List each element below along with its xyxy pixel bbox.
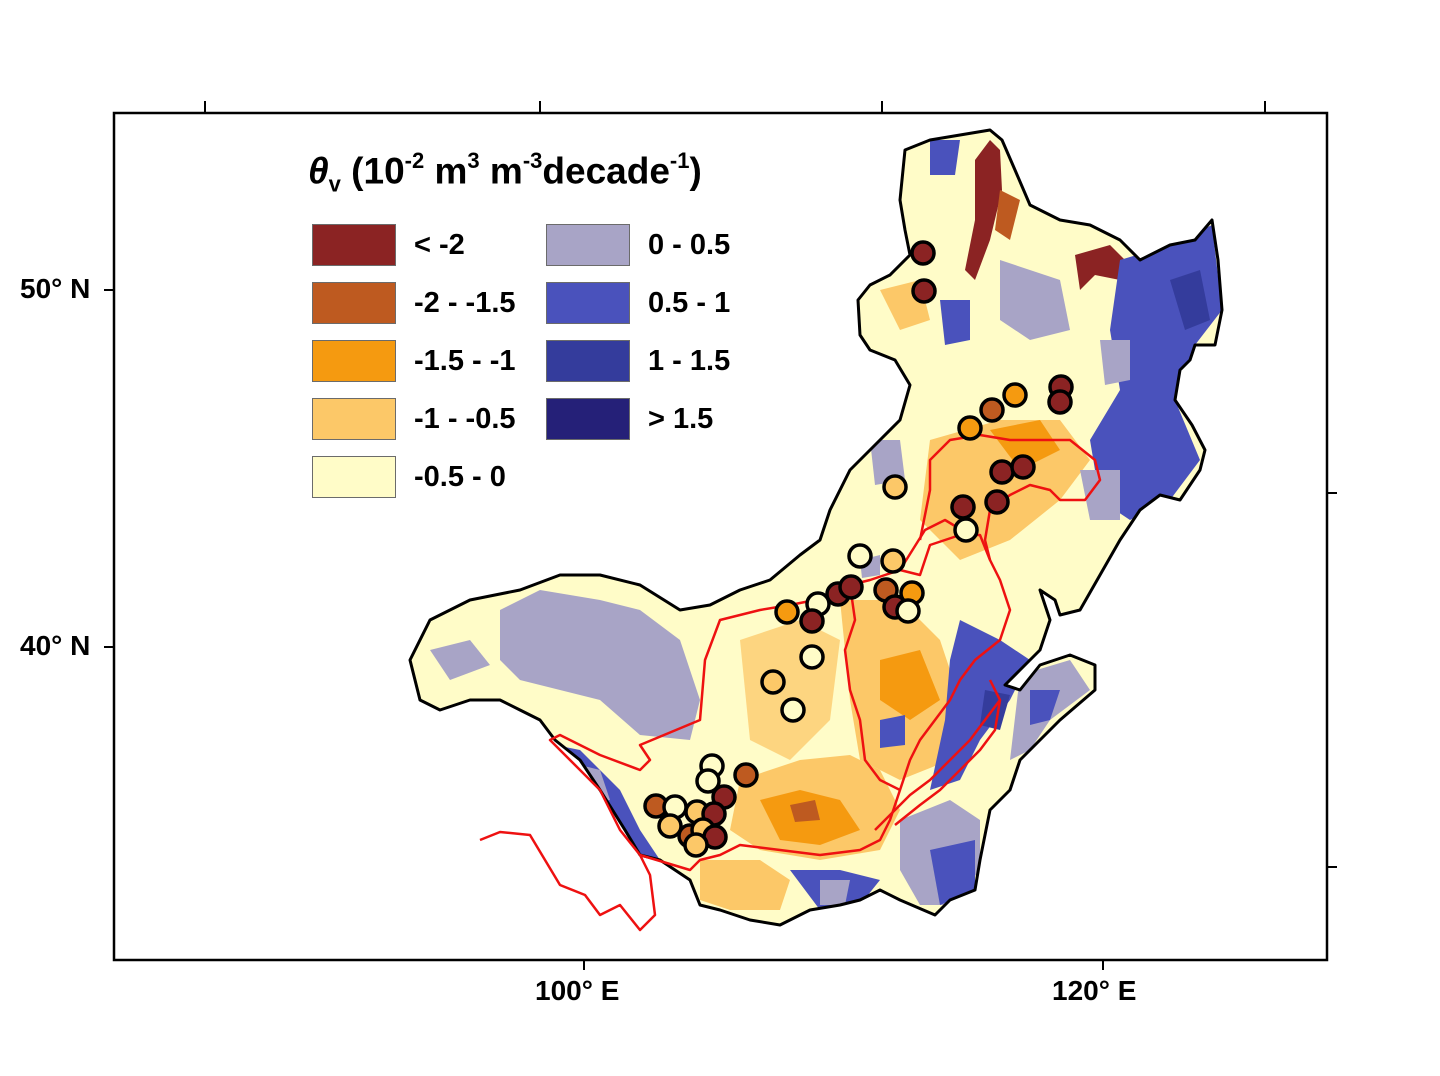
station-marker [1010,454,1036,480]
station-markers [643,240,1074,858]
legend-label: < -2 [414,228,465,261]
legend-title-part: m [424,150,468,192]
right-tick-marks [1327,492,1337,868]
top-tick-marks [204,101,1266,113]
station-marker [683,832,709,858]
legend-item: 0.5 - 1 [546,281,730,325]
legend-label: -1 - -0.5 [414,402,516,435]
bottom-tick-marks [583,960,1104,970]
station-marker [774,599,800,625]
x-axis-label-120E: 120° E [1052,975,1137,1006]
y-axis-label-40N: 40° N [20,630,91,661]
legend-swatch [312,282,396,324]
legend-title-part: m [479,150,523,192]
legend-swatch [312,398,396,440]
station-marker [780,697,806,723]
legend-swatch [546,398,630,440]
legend-label: 1 - 1.5 [648,344,731,377]
station-marker [989,459,1015,485]
legend-swatch [312,456,396,498]
legend-label: 0.5 - 1 [648,286,731,319]
legend-item: 0 - 0.5 [546,223,730,267]
y-axis-label-50N: 50° N [20,273,91,304]
legend-label: 0 - 0.5 [648,228,731,261]
legend-label: -0.5 - 0 [414,460,506,493]
legend-item: -1 - -0.5 [312,397,516,441]
legend-item: < -2 [312,223,465,267]
station-marker [760,669,786,695]
legend-title-subscript: v [328,171,341,197]
legend-title-sup: 3 [467,148,480,173]
station-marker [838,574,864,600]
legend-title-part: decade [542,150,670,192]
legend-label: > 1.5 [648,402,714,435]
station-marker [957,415,983,441]
station-marker [979,397,1005,423]
station-marker [799,608,825,634]
legend-swatch [546,282,630,324]
station-marker [733,762,759,788]
legend-title-symbol: θ [308,150,329,192]
left-tick-marks [104,289,114,648]
station-marker [799,644,825,670]
legend-item: -1.5 - -1 [312,339,516,383]
legend-label: -2 - -1.5 [414,286,516,319]
station-marker [882,474,908,500]
x-axis-label-100E: 100° E [535,975,620,1006]
legend-title-sup: -2 [404,148,425,173]
legend-title: θv (10-2 m3 m-3decade-1) [308,148,702,198]
legend-swatch [312,340,396,382]
station-marker [895,598,921,624]
study-region-boundary [408,128,1224,927]
legend-title-part: (10 [340,150,405,192]
legend-item: > 1.5 [546,397,713,441]
station-marker [1047,389,1073,415]
legend-title-sup: -3 [522,148,543,173]
legend-item: 1 - 1.5 [546,339,730,383]
legend-title-part: ) [689,150,702,192]
legend-swatch [546,224,630,266]
station-marker [911,278,937,304]
station-marker [910,240,936,266]
station-marker [847,543,873,569]
legend-item: -0.5 - 0 [312,455,506,499]
station-marker [1002,382,1028,408]
station-marker [950,494,976,520]
legend-swatch [546,340,630,382]
legend-item: -2 - -1.5 [312,281,516,325]
legend-title-sup: -1 [669,148,690,173]
legend-swatch [312,224,396,266]
station-marker [695,768,721,794]
station-marker [953,517,979,543]
legend-label: -1.5 - -1 [414,344,516,377]
station-marker [880,548,906,574]
station-marker [984,489,1010,515]
station-marker [657,813,683,839]
